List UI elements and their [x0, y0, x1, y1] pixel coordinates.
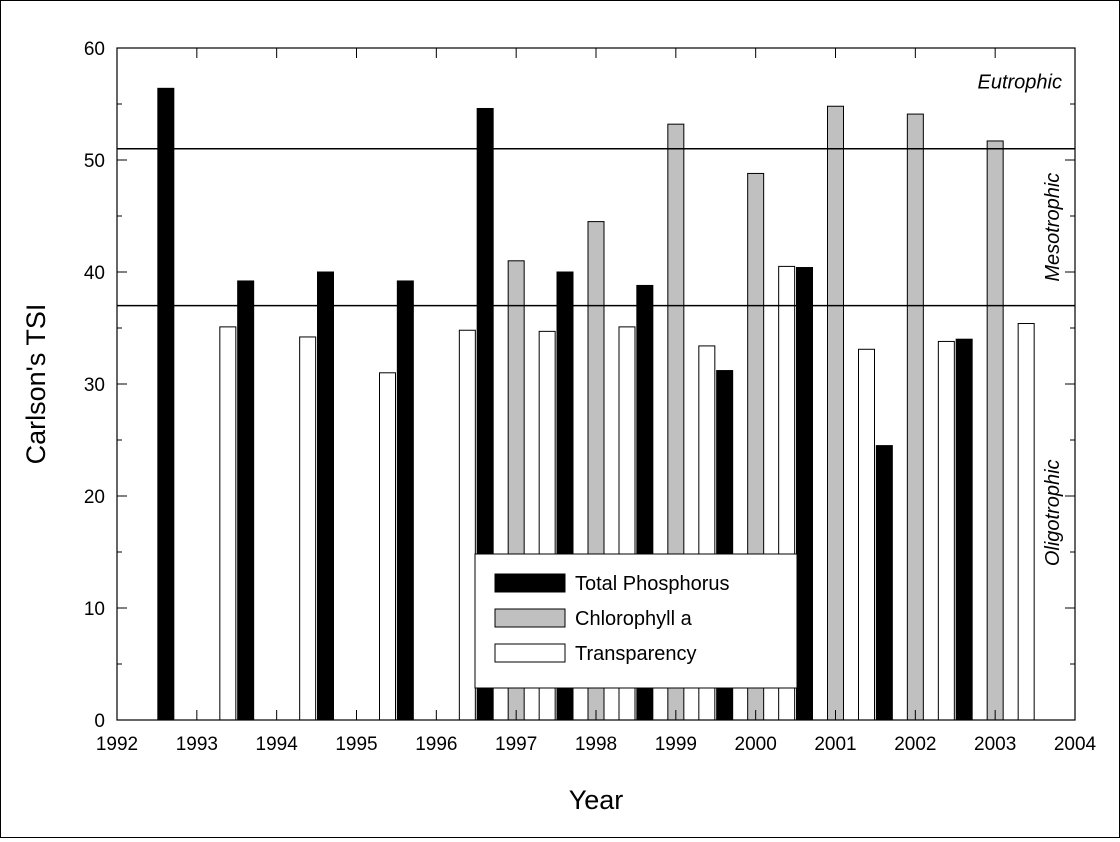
bars-layer: [157, 87, 1035, 721]
zone-label-mesotrophic: Mesotrophic: [1042, 173, 1064, 282]
x-tick-label-1992: 1992: [96, 734, 138, 755]
y-tick-label-40: 40: [84, 263, 105, 284]
x-tick-label-1995: 1995: [335, 734, 377, 755]
x-tick-label-1994: 1994: [256, 734, 299, 755]
legend-swatch-chlorophyll-a: [494, 608, 566, 628]
y-tick-label-0: 0: [94, 711, 105, 732]
bar-total-phosphorus-1996: [396, 280, 414, 721]
legend-swatch-transparency: [494, 643, 566, 663]
bar-total-phosphorus-1993: [157, 87, 175, 721]
bar-transparency-1996: [458, 329, 476, 721]
bar-transparency-2002: [937, 340, 955, 721]
y-tick-label-20: 20: [84, 487, 105, 508]
x-tick-label-1996: 1996: [415, 734, 457, 755]
legend-label-chlorophyll-a: Chlorophyll a: [575, 608, 693, 630]
y-tick-label-60: 60: [84, 39, 105, 60]
x-tick-label-2004: 2004: [1054, 734, 1097, 755]
bar-transparency-2001: [858, 348, 875, 721]
bar-transparency-2003: [1017, 323, 1035, 721]
x-tick-label-1993: 1993: [176, 734, 218, 755]
bar-total-phosphorus-1995: [317, 271, 334, 721]
x-tick-label-2003: 2003: [974, 734, 1016, 755]
bar-transparency-1993: [219, 326, 237, 721]
x-tick-label-1997: 1997: [495, 734, 537, 755]
bar-transparency-1995: [379, 372, 396, 721]
zone-label-eutrophic: Eutrophic: [978, 72, 1063, 94]
ticks-layer: 1992 1993 1994 1995 1996 1997 1998 1999 2000 2001…: [84, 39, 1097, 755]
bar-total-phosphorus-2003: [955, 338, 973, 721]
x-tick-label-2001: 2001: [814, 734, 856, 755]
x-tick-label-2002: 2002: [894, 734, 936, 755]
bar-total-phosphorus-1994: [237, 280, 255, 721]
y-tick-label-50: 50: [84, 151, 105, 172]
legend: Total Phosphorus Chlorophyll a Transparenc…: [474, 553, 798, 689]
x-axis-title: Year: [569, 785, 624, 815]
zone-label-oligotrophic: Oligotrophic: [1042, 459, 1064, 566]
legend-label-transparency: Transparency: [575, 643, 697, 665]
bar-chlorophyll-a-2001: [827, 105, 844, 721]
bar-total-phosphorus-2001: [796, 267, 813, 721]
legend-label-total-phosphorus: Total Phosphorus: [575, 573, 730, 595]
bar-chlorophyll-a-2003: [986, 140, 1004, 721]
bar-total-phosphorus-2002: [875, 445, 893, 721]
x-tick-label-1999: 1999: [655, 734, 697, 755]
x-tick-label-1998: 1998: [575, 734, 617, 755]
y-axis-title: Carlson's TSI: [21, 304, 51, 465]
bar-chlorophyll-a-2002: [906, 113, 924, 721]
reference-lines-layer: [117, 148, 1075, 307]
bar-transparency-1994: [299, 336, 317, 721]
x-tick-label-2000: 2000: [735, 734, 777, 755]
legend-swatch-total-phosphorus: [494, 573, 566, 593]
y-tick-label-30: 30: [84, 375, 105, 396]
y-tick-label-10: 10: [84, 599, 105, 620]
zone-labels-layer: Eutrophic Mesotrophic Oligotrophic: [978, 72, 1065, 567]
